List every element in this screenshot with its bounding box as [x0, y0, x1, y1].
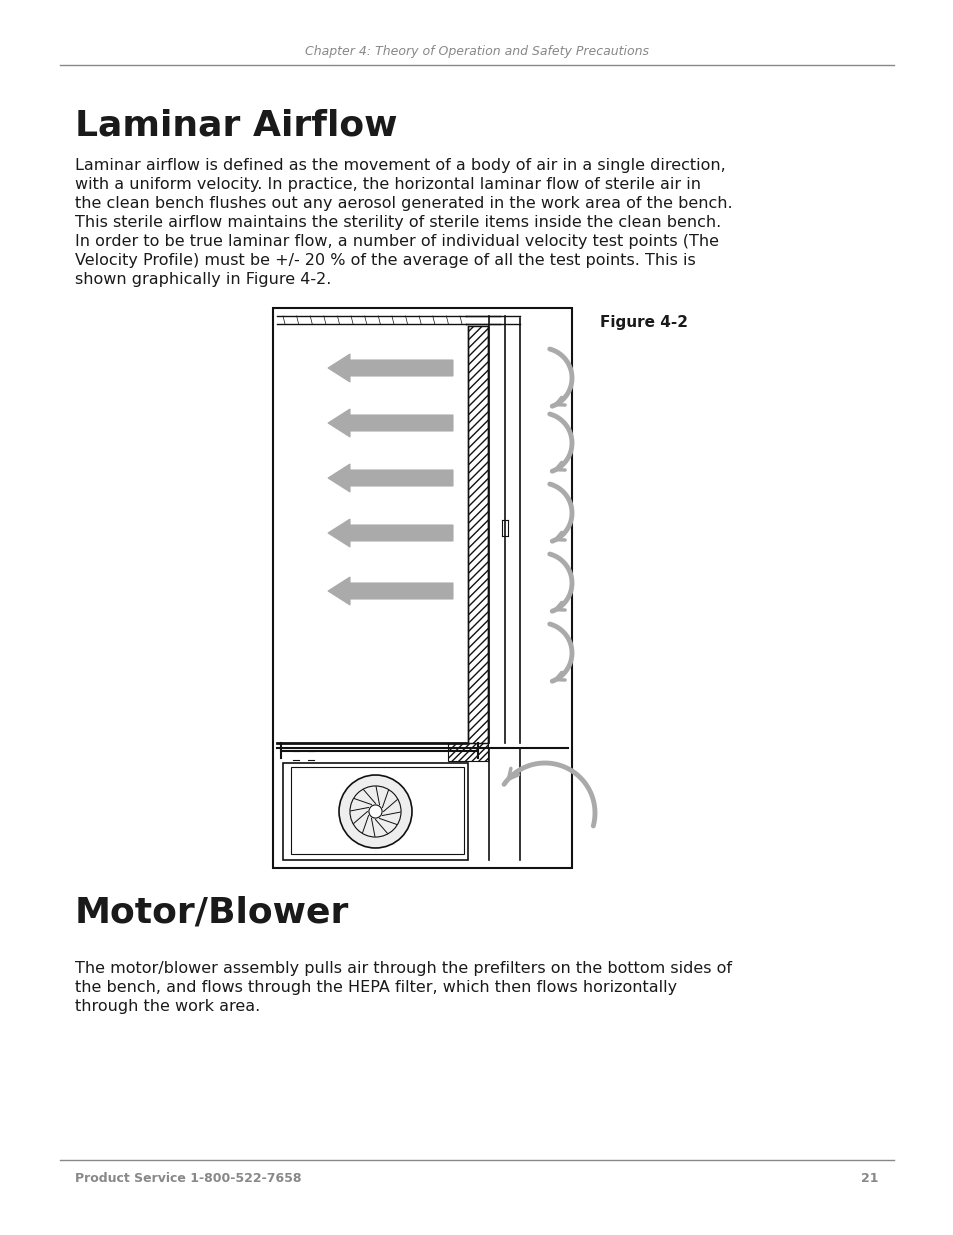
Text: the bench, and flows through the HEPA filter, which then flows horizontally: the bench, and flows through the HEPA fi…	[75, 981, 677, 995]
Text: Figure 4-2: Figure 4-2	[599, 315, 687, 330]
Bar	[273, 308, 572, 868]
Bar	[448, 743, 488, 761]
FancyArrow shape	[328, 464, 453, 492]
Text: Laminar airflow is defined as the movement of a body of air in a single directio: Laminar airflow is defined as the moveme…	[75, 158, 725, 173]
Text: The motor/blower assembly pulls air through the prefilters on the bottom sides o: The motor/blower assembly pulls air thro…	[75, 961, 731, 976]
Circle shape	[338, 776, 412, 848]
Text: In order to be true laminar flow, a number of individual velocity test points (T: In order to be true laminar flow, a numb…	[75, 233, 719, 249]
Bar	[291, 767, 463, 853]
Text: Product Service 1-800-522-7658: Product Service 1-800-522-7658	[75, 1172, 301, 1186]
Circle shape	[369, 805, 381, 818]
Text: This sterile airflow maintains the sterility of sterile items inside the clean b: This sterile airflow maintains the steri…	[75, 215, 720, 230]
Text: through the work area.: through the work area.	[75, 999, 260, 1014]
Text: Laminar Airflow: Laminar Airflow	[75, 107, 397, 142]
FancyArrow shape	[328, 354, 453, 382]
Text: 21: 21	[861, 1172, 878, 1186]
Text: Motor/Blower: Motor/Blower	[75, 897, 349, 930]
Text: Chapter 4: Theory of Operation and Safety Precautions: Chapter 4: Theory of Operation and Safet…	[305, 46, 648, 58]
Bar	[283, 763, 468, 860]
Text: shown graphically in Figure 4-2.: shown graphically in Figure 4-2.	[75, 272, 331, 287]
FancyArrow shape	[328, 519, 453, 547]
FancyArrow shape	[328, 577, 453, 605]
Text: Velocity Profile) must be +/- 20 % of the average of all the test points. This i: Velocity Profile) must be +/- 20 % of th…	[75, 253, 695, 268]
Text: the clean bench flushes out any aerosol generated in the work area of the bench.: the clean bench flushes out any aerosol …	[75, 196, 732, 211]
Text: with a uniform velocity. In practice, the horizontal laminar flow of sterile air: with a uniform velocity. In practice, th…	[75, 177, 700, 191]
Bar	[468, 326, 488, 743]
FancyArrow shape	[328, 409, 453, 437]
